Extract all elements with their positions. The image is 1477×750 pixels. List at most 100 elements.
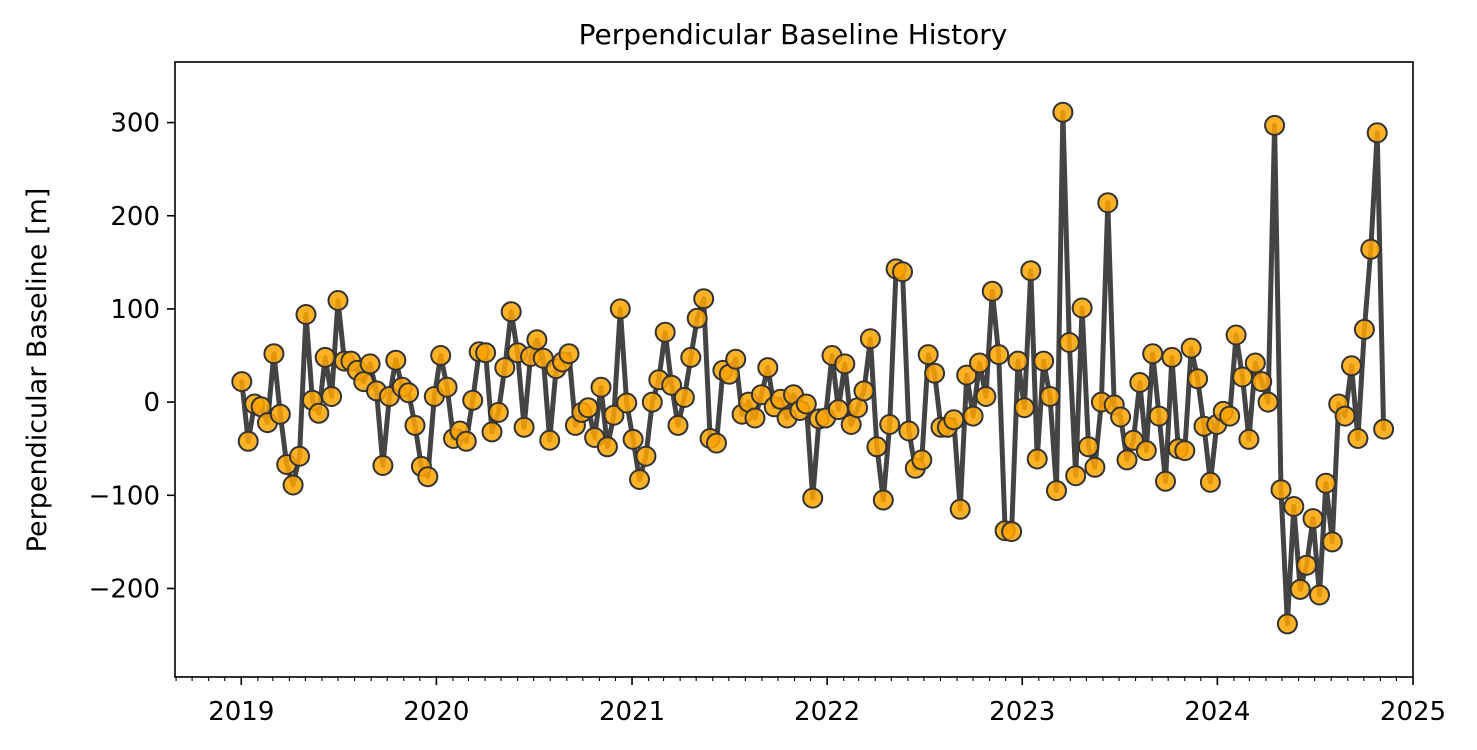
data-point [795,393,817,415]
data-point [962,405,984,427]
data-point [616,392,638,414]
data-point [231,371,253,393]
y-tick-label: 0 [143,388,160,418]
data-point [1110,406,1132,428]
data-point [1033,350,1055,372]
data-point [629,469,650,490]
data-point [1148,405,1170,427]
data-point [526,329,548,351]
data-point [680,346,702,368]
data-point [475,342,497,364]
data-point [988,344,1010,366]
data-point [1026,448,1048,470]
data-point [462,389,484,411]
y-axis-label: Perpendicular Baseline [m] [22,188,53,553]
data-point [1244,352,1266,374]
data-point [1180,337,1202,359]
data-point [1334,405,1356,427]
data-point [1270,479,1292,501]
data-point [1225,324,1247,346]
y-tick-label: −200 [89,574,160,604]
data-point [404,414,426,436]
x-tick-label: 2021 [599,697,665,727]
data-point [1084,456,1106,478]
y-tick-label: −100 [89,481,160,511]
data-point [949,498,971,520]
data-point [750,384,772,406]
y-axis: 300 200 100 0 −100 −200 [89,109,175,604]
data-point [981,280,1003,302]
data-point [975,386,997,407]
data-point [859,328,881,350]
data-point [1309,584,1330,606]
data-point [609,298,631,320]
data-point [725,348,747,370]
data-point [289,445,310,467]
data-point [314,346,336,368]
data-point [513,416,535,438]
data-point [917,344,939,366]
data-point [1321,531,1343,553]
data-point [661,374,683,396]
data-point [398,382,420,404]
data-point [622,428,644,450]
data-point [237,430,259,452]
data-point [898,420,920,442]
data-point [590,376,612,398]
data-point [853,380,875,402]
data-point [667,414,689,436]
data-point [1347,428,1369,449]
data-point [603,404,625,426]
x-tick-label: 2020 [403,697,469,727]
data-point [693,288,715,310]
data-point [1039,386,1061,407]
data-point [1097,192,1119,214]
data-point [1001,521,1023,543]
data-point [263,343,285,365]
series-line-group [239,109,1387,627]
data-point [1353,318,1375,340]
data-point [1020,260,1042,282]
data-point [500,301,522,323]
data-point [327,290,349,311]
data-point [487,401,509,423]
data-point [943,409,965,431]
x-tick-label: 2024 [1184,697,1250,727]
data-point [269,403,291,425]
data-point [654,321,676,343]
x-tick-label: 2019 [208,697,274,727]
data-point [577,397,599,419]
data-point [1257,391,1279,413]
data-point [1129,372,1151,393]
plot-frame [174,61,1414,678]
data-point [417,466,439,488]
data-point [641,391,663,413]
data-point [1283,496,1305,517]
data-point [1360,238,1382,260]
data-point [1276,613,1298,635]
y-tick-label: 300 [110,109,160,139]
data-point [430,345,452,366]
data-point [1232,366,1253,388]
data-point [673,387,695,408]
data-point [1046,480,1067,502]
data-point [1155,470,1176,492]
data-point [1238,428,1260,450]
data-point [558,343,580,365]
data-point [892,261,913,283]
data-point [1116,449,1138,471]
data-point [295,304,317,325]
data-point [1135,440,1157,462]
data-point [539,429,561,451]
data-point [455,430,477,452]
x-axis: 2019 2020 2021 2022 2023 2024 2025 [208,677,1446,727]
data-point [879,414,901,435]
data-point [706,432,727,454]
data-point [1142,343,1164,365]
data-point [911,449,933,471]
data-point [757,357,779,379]
data-point [596,436,618,458]
data-point [1174,440,1196,462]
x-tick-label: 2023 [989,697,1055,727]
